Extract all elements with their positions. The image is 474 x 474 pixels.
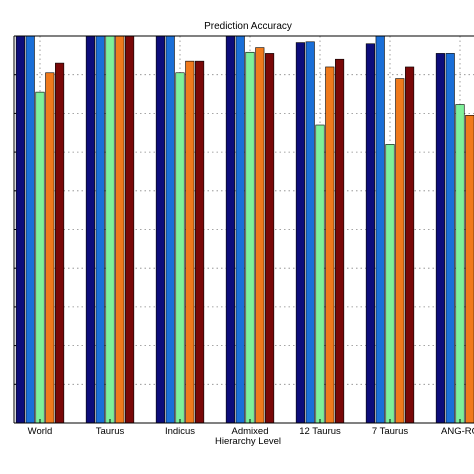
bar — [195, 60, 205, 424]
bars — [15, 35, 474, 424]
bar — [395, 78, 405, 424]
bar — [35, 91, 45, 424]
bar — [235, 35, 245, 424]
bar — [115, 35, 125, 424]
x-tick-label: World — [28, 426, 53, 437]
x-tick-label: ANG-RG — [441, 426, 474, 437]
bar — [465, 115, 474, 424]
x-axis-label: Hierarchy Level — [215, 436, 281, 447]
bar — [335, 58, 345, 424]
bar — [405, 66, 415, 424]
bar — [165, 35, 175, 424]
bar — [245, 51, 255, 424]
x-tick-label: 7 Taurus — [372, 426, 409, 437]
bar — [315, 124, 325, 424]
bar — [265, 53, 275, 424]
bar — [175, 72, 185, 424]
chart-title: Prediction Accuracy — [204, 21, 292, 32]
x-tick-label: Taurus — [96, 426, 125, 437]
bar — [105, 35, 115, 424]
bar — [365, 43, 375, 424]
x-ticks: World Taurus Indicus Admixed 12 Taurus 7 Taur… — [28, 419, 474, 437]
bar — [295, 42, 305, 424]
bar — [185, 60, 195, 424]
bar — [45, 72, 55, 424]
bar — [225, 35, 235, 424]
bar — [455, 104, 465, 424]
x-tick-label: Indicus — [165, 426, 195, 437]
bar — [155, 35, 165, 424]
bar — [255, 47, 265, 424]
x-tick-label: Admixed — [232, 426, 269, 437]
bar — [125, 35, 135, 424]
bar — [435, 53, 445, 424]
bar — [305, 41, 315, 424]
bar — [15, 35, 25, 424]
bar — [385, 144, 395, 424]
bar — [55, 62, 65, 424]
bar — [85, 35, 95, 424]
bar — [375, 35, 385, 424]
bar — [325, 66, 335, 424]
bar — [95, 35, 105, 424]
x-tick-label: 12 Taurus — [299, 426, 341, 437]
bar — [445, 53, 455, 424]
bar — [25, 35, 35, 424]
